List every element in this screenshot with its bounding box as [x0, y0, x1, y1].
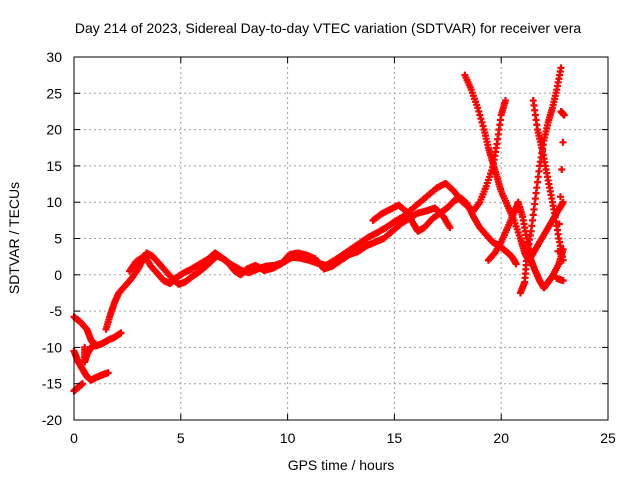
series-spike	[516, 64, 565, 297]
series-early-branch	[81, 340, 99, 366]
data-point	[559, 198, 567, 206]
data-point	[559, 256, 567, 264]
y-axis-title: SDTVAR / TECUs	[6, 182, 22, 294]
x-tick-label: 20	[493, 430, 509, 446]
y-tick-label: -15	[42, 376, 62, 392]
y-tick-label: 0	[54, 267, 62, 283]
y-tick-label: -20	[42, 412, 62, 428]
y-tick-label: -5	[50, 303, 63, 319]
y-tick-label: 15	[46, 158, 62, 174]
y-tick-label: 30	[46, 49, 62, 65]
data-points	[70, 64, 568, 395]
x-axis-title: GPS time / hours	[288, 457, 395, 473]
data-point	[79, 380, 87, 388]
series-early-start	[70, 380, 87, 395]
data-point	[558, 166, 566, 174]
y-tick-label: -10	[42, 339, 62, 355]
x-tick-label: 15	[387, 430, 403, 446]
x-tick-label: 0	[70, 430, 78, 446]
x-tick-label: 25	[600, 430, 616, 446]
data-point	[554, 247, 562, 255]
data-point	[556, 193, 564, 201]
data-point	[559, 138, 567, 146]
data-point	[91, 340, 99, 348]
data-point	[557, 64, 565, 72]
series-rise-b	[126, 204, 454, 288]
y-tick-label: 10	[46, 194, 62, 210]
chart-title: Day 214 of 2023, Sidereal Day-to-day VTE…	[75, 20, 581, 36]
x-tick-label: 5	[177, 430, 185, 446]
data-point	[117, 329, 125, 337]
x-tick-label: 10	[280, 430, 296, 446]
data-point	[446, 224, 454, 232]
y-tick-label: 20	[46, 122, 62, 138]
data-point	[555, 220, 563, 228]
axis-ticks: 0 5 10 15 20 25 -20 -15 -10 -5 0 5 10 15 20 25 30	[42, 49, 616, 446]
y-tick-label: 5	[54, 231, 62, 247]
data-point	[560, 111, 568, 119]
data-point	[501, 97, 509, 105]
series-rise	[102, 97, 509, 333]
data-point	[559, 277, 567, 285]
series-early-lower	[70, 347, 112, 384]
series-drop-a	[461, 71, 567, 264]
series-tail	[553, 107, 568, 285]
series-spike-b	[529, 97, 567, 264]
data-point	[512, 260, 520, 268]
data-point	[104, 369, 112, 377]
y-tick-label: 25	[46, 85, 62, 101]
